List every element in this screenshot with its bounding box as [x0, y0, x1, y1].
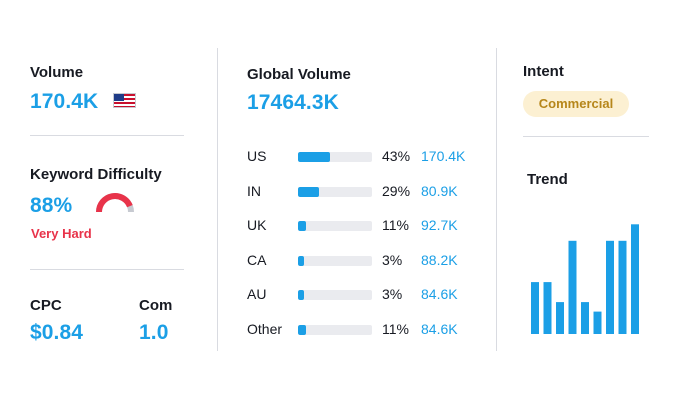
country-code: AU: [247, 286, 267, 302]
keyword-difficulty-label: Keyword Difficulty: [30, 166, 162, 183]
country-share-bar: [298, 186, 372, 197]
divider-difficulty: [30, 269, 184, 270]
trend-bar: [618, 240, 627, 334]
country-row: US 43% 170.4K: [247, 148, 487, 166]
trend-bar: [543, 282, 552, 334]
trend-label: Trend: [527, 171, 568, 188]
country-percent: 11%: [382, 320, 409, 337]
country-code: Other: [247, 320, 283, 337]
trend-bar: [631, 224, 639, 334]
country-share-fill: [298, 152, 330, 162]
volume-label: Volume: [30, 64, 84, 81]
trend-bar: [581, 302, 589, 334]
country-percent: 3%: [382, 286, 403, 302]
com-label: Com: [139, 297, 173, 314]
divider-volume: [30, 135, 184, 136]
country-row: CA 3% 88.2K: [247, 252, 487, 270]
country-share-fill: [298, 324, 307, 335]
cpc-value: $0.84: [30, 321, 84, 344]
country-row: IN 29% 80.9K: [247, 183, 487, 201]
country-percent: 29%: [382, 182, 411, 199]
trend-bar: [606, 240, 614, 334]
us-flag-icon: [113, 93, 136, 108]
country-row: Other 11% 84.6K: [247, 321, 487, 339]
country-code: IN: [247, 182, 261, 199]
country-volume: 170.4K: [421, 148, 466, 164]
global-volume-value: 17464.3K: [247, 91, 339, 114]
country-code: UK: [247, 217, 267, 233]
trend-bar: [556, 302, 564, 334]
country-percent: 11%: [382, 217, 409, 233]
country-share-bar: [298, 221, 372, 231]
volume-value: 170.4K: [30, 90, 99, 113]
com-value: 1.0: [139, 321, 169, 344]
country-share-bar: [298, 255, 372, 266]
country-share-fill: [298, 221, 307, 231]
country-volume: 88.2K: [421, 251, 458, 268]
country-volume: 84.6K: [421, 320, 458, 337]
intent-badge: Commercial: [523, 91, 629, 117]
trend-bar: [568, 240, 577, 334]
intent-label: Intent: [523, 63, 564, 80]
global-volume-label: Global Volume: [247, 66, 351, 83]
country-share-fill: [298, 290, 304, 300]
country-share-bar: [298, 324, 372, 335]
country-share-fill: [298, 255, 304, 266]
country-row: AU 3% 84.6K: [247, 286, 487, 304]
cpc-label: CPC: [30, 297, 62, 314]
country-volume: 92.7K: [421, 217, 458, 233]
country-volume: 84.6K: [421, 286, 458, 302]
difficulty-level: Very Hard: [31, 226, 92, 241]
country-share-bar: [298, 290, 372, 300]
country-percent: 3%: [382, 251, 403, 268]
country-share-fill: [298, 186, 320, 197]
country-code: CA: [247, 251, 267, 268]
country-row: UK 11% 92.7K: [247, 217, 487, 235]
country-share-bar: [298, 152, 372, 162]
divider-intent: [523, 136, 649, 137]
country-code: US: [247, 148, 267, 164]
column-divider-left: [217, 48, 218, 351]
trend-bar: [593, 311, 602, 334]
trend-chart: [531, 224, 639, 334]
keyword-difficulty-value: 88%: [30, 194, 73, 217]
column-divider-right: [496, 48, 497, 351]
country-volume: 80.9K: [421, 182, 458, 199]
difficulty-gauge-icon: [96, 193, 134, 213]
trend-bar: [531, 282, 539, 334]
country-percent: 43%: [382, 148, 411, 164]
